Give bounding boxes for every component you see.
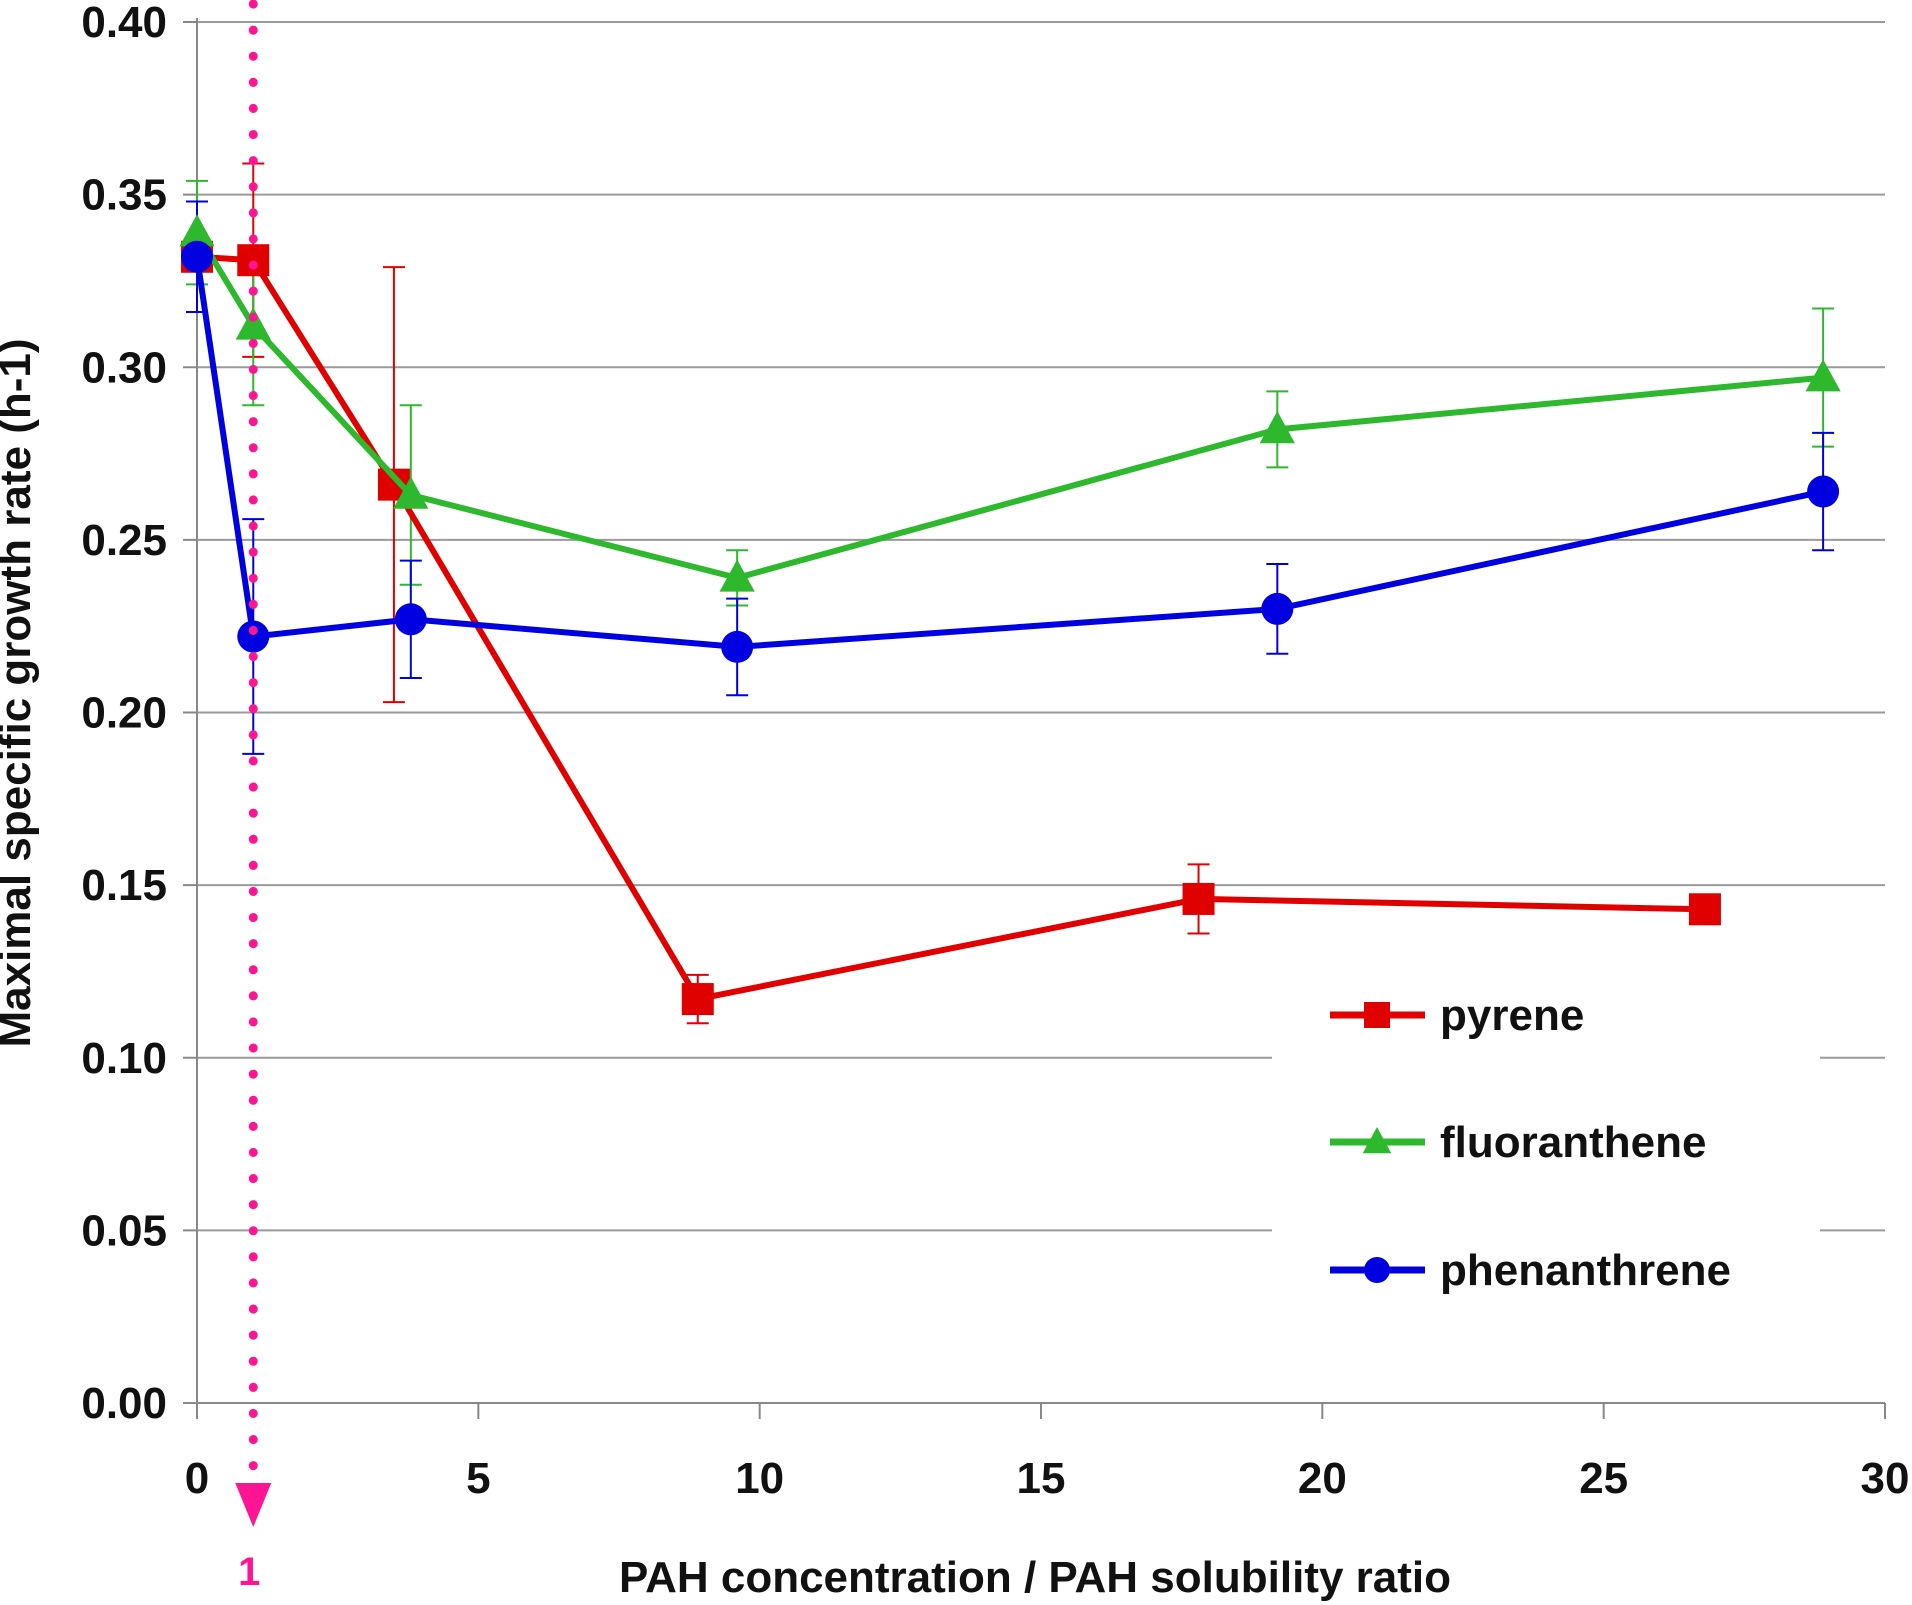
phenanthrene-point bbox=[1807, 475, 1840, 508]
y-tick-label: 0.30 bbox=[81, 343, 167, 392]
pyrene-point bbox=[237, 244, 270, 277]
y-tick-label: 0.10 bbox=[81, 1034, 167, 1083]
x-tick-label: 30 bbox=[1861, 1454, 1910, 1503]
phenanthrene-point bbox=[1261, 592, 1294, 625]
x-tick-label: 10 bbox=[735, 1454, 784, 1503]
x-tick-label: 15 bbox=[1017, 1454, 1066, 1503]
y-tick-label: 0.05 bbox=[81, 1206, 167, 1255]
legend-phenanthrene-marker bbox=[1364, 1257, 1390, 1283]
legend-phenanthrene-label: phenanthrene bbox=[1440, 1246, 1731, 1295]
y-tick-label: 0.20 bbox=[81, 689, 167, 738]
fluoranthene-point bbox=[1805, 359, 1841, 392]
phenanthrene-point bbox=[394, 603, 427, 636]
legend-pyrene-label: pyrene bbox=[1440, 991, 1584, 1040]
phenanthrene-point bbox=[181, 240, 213, 273]
phenanthrene-point bbox=[237, 620, 270, 653]
fluoranthene-point bbox=[719, 559, 755, 592]
series bbox=[179, 214, 1841, 1016]
x-axis-title: PAH concentration / PAH solubility ratio bbox=[619, 1553, 1451, 1602]
y-tick-label: 0.35 bbox=[81, 171, 167, 220]
legend-fluoranthene-label: fluoranthene bbox=[1440, 1118, 1706, 1167]
y-tick-label: 0.25 bbox=[81, 516, 167, 565]
phenanthrene-line bbox=[194, 256, 1824, 650]
fluoranthene-point bbox=[1259, 410, 1295, 444]
x-tick-label: 0 bbox=[185, 1454, 209, 1503]
legend: pyrene fluoranthene phenanthrene bbox=[1272, 960, 1820, 1340]
x-tick-label: 5 bbox=[466, 1454, 490, 1503]
gridlines bbox=[197, 21, 1885, 1232]
y-axis-title: Maximal specific growth rate (h-1) bbox=[0, 338, 40, 1047]
x-tick-label: 25 bbox=[1579, 1454, 1628, 1503]
annotation-label: 1 bbox=[238, 1550, 260, 1594]
pyrene-point bbox=[1182, 882, 1215, 915]
fluoranthene-line bbox=[194, 231, 1824, 581]
annotation-arrowhead bbox=[235, 1483, 272, 1527]
y-tick-label: 0.40 bbox=[81, 0, 167, 47]
fluoranthene-point bbox=[393, 476, 429, 509]
y-tick-label: 0.15 bbox=[81, 861, 167, 910]
y-tick-label: 0.00 bbox=[81, 1379, 167, 1428]
fluoranthene-point bbox=[235, 307, 271, 340]
error-bars bbox=[186, 162, 1835, 1025]
legend-box bbox=[1272, 960, 1820, 1340]
legend-fluoranthene-marker bbox=[1362, 1127, 1392, 1154]
pyrene-point bbox=[681, 983, 714, 1016]
reference-annotation: 1 bbox=[235, 0, 272, 1594]
phenanthrene-point bbox=[721, 630, 754, 663]
x-tick-label: 20 bbox=[1298, 1454, 1347, 1503]
legend-pyrene-marker bbox=[1364, 1002, 1390, 1028]
pyrene-point bbox=[1688, 893, 1721, 926]
fluoranthene-point bbox=[179, 214, 215, 247]
